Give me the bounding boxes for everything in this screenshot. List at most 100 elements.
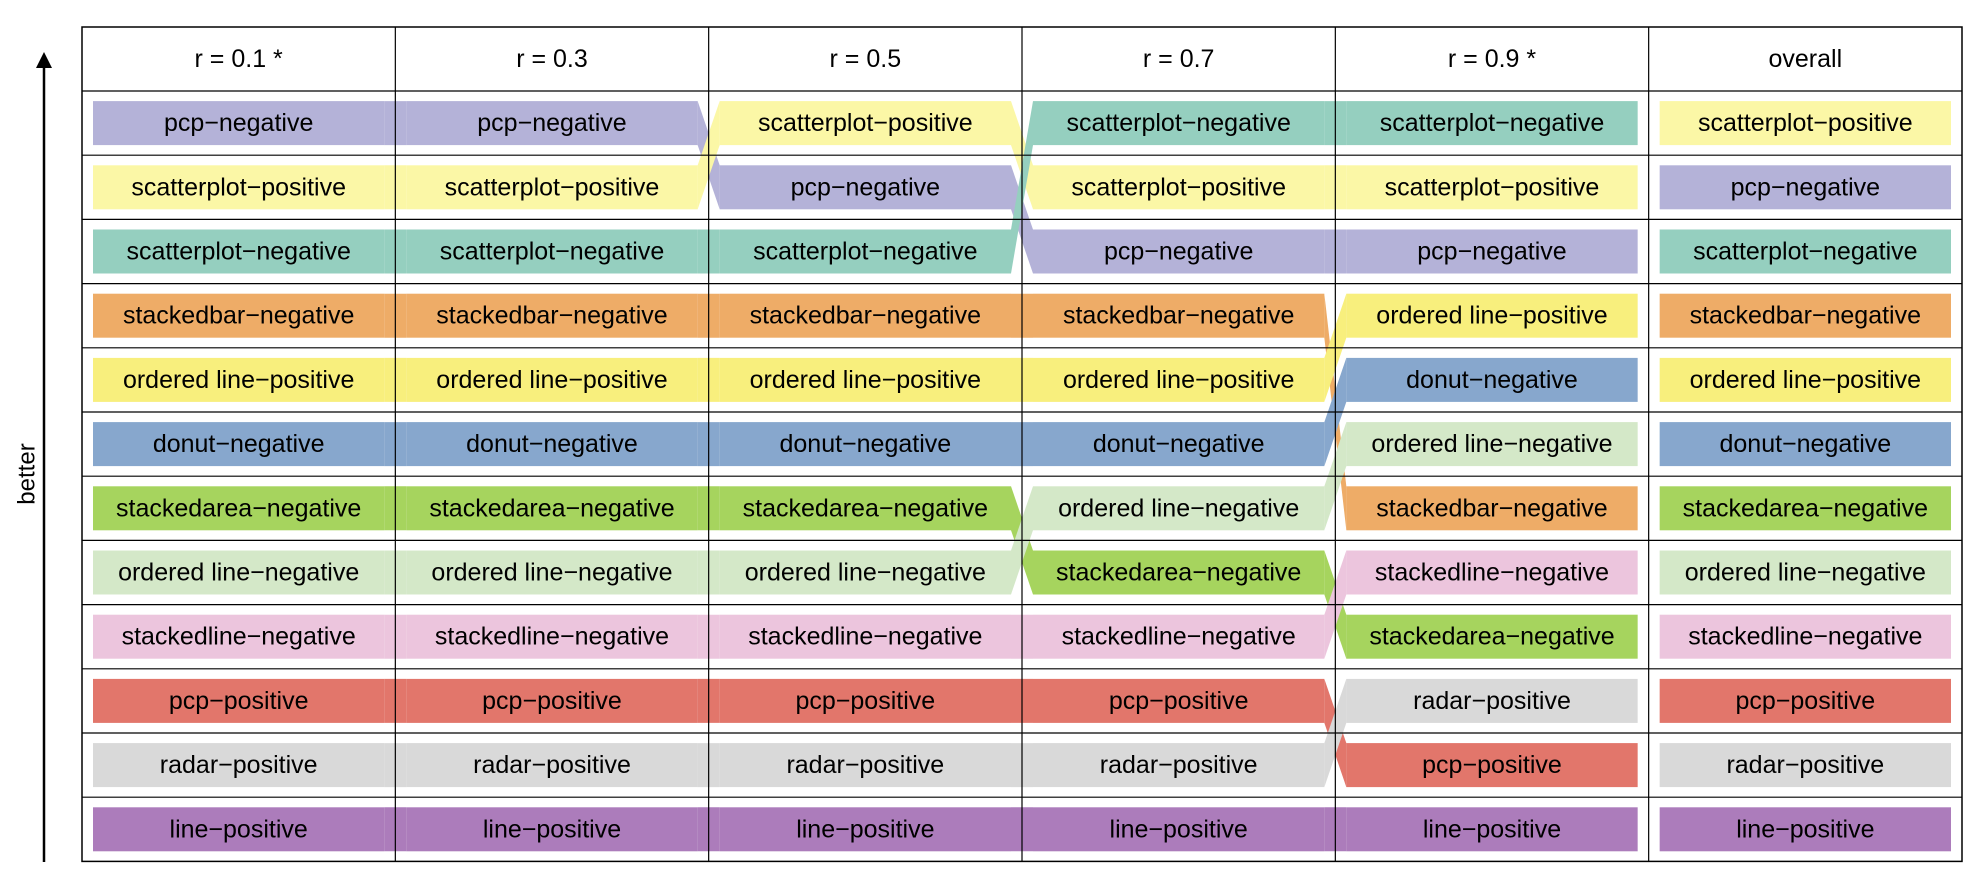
cell-label-donut-negative-col1: donut−negative <box>153 430 325 458</box>
band-stackedline-negative-col1 <box>93 614 385 659</box>
band-radar-positive-col5 <box>1346 678 1638 723</box>
cell-label-line-positive-col5: line−positive <box>1423 815 1561 843</box>
band-pcp-positive-col5 <box>1346 743 1638 788</box>
band-donut-negative-col5 <box>1346 357 1638 402</box>
cell-label-pcp-negative-col1: pcp−negative <box>164 109 313 137</box>
cell-label-ordered-line-negative-col2: ordered line−negative <box>431 559 672 587</box>
band-pcp-negative-col2 <box>406 101 698 146</box>
band-pcp-positive-col4 <box>1033 678 1325 723</box>
band-pcp-negative-col4 <box>1033 229 1325 274</box>
cell-label-stackedline-negative-col6: stackedline−negative <box>1688 623 1922 651</box>
cell-label-radar-positive-col6: radar−positive <box>1726 751 1884 779</box>
cell-label-scatterplot-positive-col6: scatterplot−positive <box>1698 109 1913 137</box>
band-stackedbar-negative-col6 <box>1659 293 1951 338</box>
cell-label-ordered-line-positive-col5: ordered line−positive <box>1376 302 1607 330</box>
cell-label-pcp-negative-col2: pcp−negative <box>477 109 626 137</box>
band-pcp-positive-col6 <box>1659 678 1951 723</box>
band-ordered-line-negative-col4 <box>1033 486 1325 531</box>
cell-label-pcp-positive-col1: pcp−positive <box>169 687 309 715</box>
cell-label-ordered-line-negative-col5: ordered line−negative <box>1371 430 1612 458</box>
band-radar-positive-col3 <box>719 743 1011 788</box>
band-line-positive-col2 <box>406 807 698 852</box>
band-ordered-line-negative-col3 <box>719 550 1011 595</box>
cell-label-scatterplot-negative-col3: scatterplot−negative <box>753 238 977 266</box>
cell-label-stackedline-negative-col2: stackedline−negative <box>435 623 669 651</box>
band-radar-positive-col4 <box>1033 743 1325 788</box>
header-row: r = 0.1 * r = 0.3 r = 0.5 r = 0.7 r = 0.9 * o… <box>195 45 1843 73</box>
band-line-positive-col6 <box>1659 807 1951 852</box>
band-donut-negative-col2 <box>406 422 698 467</box>
better-axis-arrowhead <box>36 52 52 68</box>
band-scatterplot-positive-col5 <box>1346 165 1638 210</box>
band-radar-positive-col6 <box>1659 743 1951 788</box>
cell-label-pcp-positive-col3: pcp−positive <box>795 687 935 715</box>
band-scatterplot-negative-col1 <box>93 229 385 274</box>
band-ordered-line-positive-col6 <box>1659 357 1951 402</box>
band-stackedbar-negative-col3 <box>719 293 1011 338</box>
band-ordered-line-positive-col5 <box>1346 293 1638 338</box>
band-line-positive-col1 <box>93 807 385 852</box>
column-header-5: r = 0.9 * <box>1448 45 1537 73</box>
cell-label-stackedline-negative-col5: stackedline−negative <box>1375 559 1609 587</box>
band-stackedline-negative-col3 <box>719 614 1011 659</box>
cell-label-scatterplot-positive-col1: scatterplot−positive <box>131 173 346 201</box>
band-stackedarea-negative-col6 <box>1659 486 1951 531</box>
column-header-2: r = 0.3 <box>516 45 588 73</box>
band-pcp-positive-col1 <box>93 678 385 723</box>
cell-label-stackedline-negative-col4: stackedline−negative <box>1062 623 1296 651</box>
cell-label-stackedline-negative-col3: stackedline−negative <box>748 623 982 651</box>
band-ordered-line-positive-col1 <box>93 357 385 402</box>
cell-label-stackedbar-negative-col5: stackedbar−negative <box>1376 494 1607 522</box>
band-stackedbar-negative-col5 <box>1346 486 1638 531</box>
band-ordered-line-positive-col2 <box>406 357 698 402</box>
cell-label-line-positive-col4: line−positive <box>1110 815 1248 843</box>
cell-label-pcp-positive-col5: pcp−positive <box>1422 751 1562 779</box>
band-stackedline-negative-col2 <box>406 614 698 659</box>
band-scatterplot-positive-col3 <box>719 101 1011 146</box>
table-grid <box>81 26 1963 863</box>
cell-label-stackedarea-negative-col1: stackedarea−negative <box>116 494 361 522</box>
cell-label-scatterplot-negative-col6: scatterplot−negative <box>1693 238 1917 266</box>
cell-label-ordered-line-positive-col4: ordered line−positive <box>1063 366 1294 394</box>
cell-label-scatterplot-positive-col4: scatterplot−positive <box>1071 173 1286 201</box>
cell-label-radar-positive-col3: radar−positive <box>786 751 944 779</box>
cell-label-radar-positive-col2: radar−positive <box>473 751 631 779</box>
cell-label-ordered-line-positive-col3: ordered line−positive <box>750 366 981 394</box>
cell-label-scatterplot-negative-col1: scatterplot−negative <box>126 238 350 266</box>
band-ordered-line-negative-col2 <box>406 550 698 595</box>
band-stackedline-negative-col4 <box>1033 614 1325 659</box>
y-axis-label: better <box>14 443 41 504</box>
band-stackedarea-negative-col1 <box>93 486 385 531</box>
band-donut-negative-col4 <box>1033 422 1325 467</box>
column-header-1: r = 0.1 * <box>195 45 284 73</box>
cell-label-donut-negative-col4: donut−negative <box>1093 430 1265 458</box>
band-radar-positive-col2 <box>406 743 698 788</box>
cell-label-line-positive-col2: line−positive <box>483 815 621 843</box>
column-header-3: r = 0.5 <box>830 45 902 73</box>
band-scatterplot-positive-col4 <box>1033 165 1325 210</box>
band-ordered-line-negative-col1 <box>93 550 385 595</box>
cell-label-scatterplot-positive-col3: scatterplot−positive <box>758 109 973 137</box>
cell-label-stackedarea-negative-col3: stackedarea−negative <box>743 494 988 522</box>
cell-label-donut-negative-col2: donut−negative <box>466 430 638 458</box>
cell-label-line-positive-col3: line−positive <box>796 815 934 843</box>
cell-label-donut-negative-col5: donut−negative <box>1406 366 1578 394</box>
band-stackedarea-negative-col5 <box>1346 614 1638 659</box>
cell-label-stackedbar-negative-col4: stackedbar−negative <box>1063 302 1294 330</box>
cell-label-radar-positive-col5: radar−positive <box>1413 687 1571 715</box>
cell-label-line-positive-col6: line−positive <box>1736 815 1874 843</box>
band-scatterplot-positive-col1 <box>93 165 385 210</box>
cell-label-scatterplot-negative-col5: scatterplot−negative <box>1380 109 1604 137</box>
band-pcp-negative-col1 <box>93 101 385 146</box>
band-line-positive-col3 <box>719 807 1011 852</box>
band-stackedline-negative-col5 <box>1346 550 1638 595</box>
band-donut-negative-col3 <box>719 422 1011 467</box>
cell-label-stackedline-negative-col1: stackedline−negative <box>122 623 356 651</box>
band-scatterplot-positive-col6 <box>1659 101 1951 146</box>
cell-label-ordered-line-negative-col6: ordered line−negative <box>1685 559 1926 587</box>
cell-label-donut-negative-col6: donut−negative <box>1719 430 1891 458</box>
band-scatterplot-negative-col3 <box>719 229 1011 274</box>
column-header-6: overall <box>1769 45 1843 73</box>
cell-label-pcp-negative-col6: pcp−negative <box>1731 173 1880 201</box>
